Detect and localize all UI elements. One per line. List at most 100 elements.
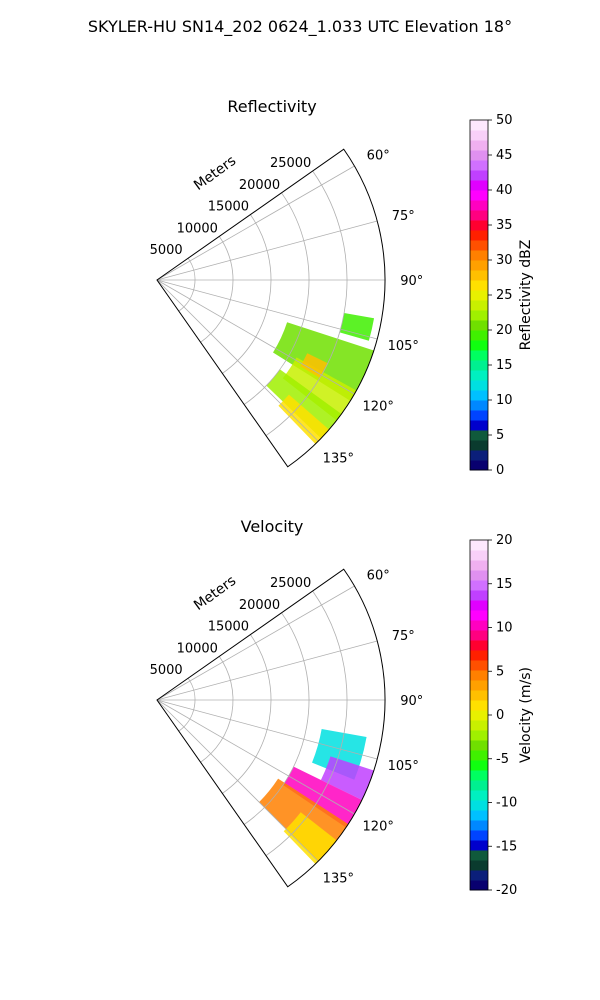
colorbar-swatch	[470, 440, 488, 451]
colorbar-tick-label: -20	[496, 883, 517, 898]
reflectivity-colorbar: 0 5 10 15 20 25 30 35 40 45 50	[469, 113, 513, 478]
range-tick-label: 5000	[150, 663, 183, 678]
colorbar-swatch	[470, 170, 488, 181]
colorbar-label: Reflectivity dBZ	[518, 240, 534, 351]
panel-title: Reflectivity	[227, 97, 316, 116]
colorbar-swatch	[470, 220, 488, 231]
colorbar-swatch	[470, 690, 488, 701]
colorbar-tick-label: -15	[496, 839, 517, 854]
colorbar-swatch	[470, 840, 488, 851]
colorbar-swatch	[470, 460, 488, 471]
colorbar-swatch	[470, 360, 488, 371]
colorbar-tick-label: 40	[496, 183, 513, 198]
velocity-panel: Velocity 5000 10000 15000 20000 25000 60° 75° 9…	[150, 517, 534, 898]
velocity-colorbar: -20 -15 -10 -5 0 5 10 15 20	[469, 533, 517, 898]
azimuth-spoke	[156, 699, 378, 760]
azimuth-tick-label: 135°	[323, 451, 354, 466]
range-tick-label: 15000	[208, 200, 249, 215]
azimuth-spoke	[156, 279, 319, 442]
colorbar-swatch	[470, 810, 488, 821]
colorbar-swatch	[470, 260, 488, 271]
range-ring	[222, 214, 272, 374]
colorbar-swatch	[470, 180, 488, 191]
azimuth-spoke	[156, 220, 378, 281]
colorbar-tick-label: 5	[496, 428, 504, 443]
colorbar-swatch	[470, 820, 488, 831]
colorbar-swatch	[470, 760, 488, 771]
colorbar-swatch	[470, 540, 488, 551]
colorbar-swatch	[470, 410, 488, 421]
azimuth-spoke	[156, 279, 355, 395]
colorbar-swatch	[470, 330, 488, 341]
range-tick-label: 15000	[208, 620, 249, 635]
colorbar-swatch	[470, 380, 488, 391]
colorbar-swatch	[470, 680, 488, 691]
colorbar-tick-label: 50	[496, 113, 513, 128]
range-tick-label: 25000	[270, 576, 311, 591]
colorbar-swatch	[470, 200, 488, 211]
colorbar-swatch	[470, 270, 488, 281]
colorbar-tick-label: 5	[496, 664, 504, 679]
colorbar-tick-label: 0	[496, 463, 504, 478]
colorbar-swatch	[470, 740, 488, 751]
colorbar-tick-label: -10	[496, 796, 517, 811]
panel-title: Velocity	[241, 517, 304, 536]
echo-region	[283, 766, 362, 828]
colorbar-tick-label: 20	[496, 533, 513, 548]
range-tick-label: 20000	[239, 598, 280, 613]
colorbar-swatch	[470, 600, 488, 611]
range-ring	[265, 590, 348, 856]
azimuth-tick-label: 90°	[400, 274, 423, 289]
range-ring	[265, 170, 348, 436]
colorbar-swatch	[470, 590, 488, 601]
range-ring	[243, 612, 310, 825]
azimuth-tick-label: 105°	[388, 339, 419, 354]
figure-title: SKYLER-HU SN14_202 0624_1.033 UTC Elevat…	[88, 17, 512, 37]
colorbar-swatch	[470, 880, 488, 891]
colorbar-swatch	[470, 280, 488, 291]
azimuth-spoke	[156, 699, 355, 815]
colorbar-swatch	[470, 400, 488, 411]
colorbar-swatch	[470, 610, 488, 621]
colorbar-tick-label: 10	[496, 621, 513, 636]
range-ring	[200, 236, 234, 343]
radial-axis-label: Meters	[191, 573, 239, 614]
colorbar-swatch	[470, 630, 488, 641]
colorbar-tick-label: 25	[496, 288, 513, 303]
colorbar-tick-label: 30	[496, 253, 513, 268]
sector-frame	[156, 148, 386, 468]
echo-layer	[266, 312, 375, 445]
azimuth-tick-label: 120°	[363, 819, 394, 834]
colorbar-swatch	[470, 140, 488, 151]
radial-axis-label: Meters	[191, 153, 239, 194]
colorbar-swatch	[470, 430, 488, 441]
colorbar-swatch	[470, 390, 488, 401]
colorbar-swatch	[470, 550, 488, 561]
colorbar-swatch	[470, 860, 488, 871]
azimuth-spoke	[156, 585, 355, 701]
colorbar-swatch	[470, 850, 488, 861]
range-tick-label: 10000	[177, 641, 218, 656]
colorbar-tick-label: 20	[496, 323, 513, 338]
colorbar-swatch	[470, 650, 488, 661]
colorbar-tick-label: 45	[496, 148, 513, 163]
echo-region	[282, 357, 357, 421]
echo-region	[339, 312, 375, 341]
colorbar-swatch	[470, 700, 488, 711]
colorbar-swatch	[470, 790, 488, 801]
colorbar-tick-label: 35	[496, 218, 513, 233]
colorbar-tick-label: 0	[496, 708, 504, 723]
colorbar-swatch	[470, 570, 488, 581]
polar-grid	[156, 568, 386, 888]
colorbar-label: Velocity (m/s)	[518, 667, 534, 763]
colorbar-swatch	[470, 420, 488, 431]
range-ring	[200, 656, 234, 763]
colorbar-swatch	[470, 300, 488, 311]
colorbar-swatch	[470, 350, 488, 361]
echo-layer	[259, 729, 374, 865]
colorbar-swatch	[470, 160, 488, 171]
colorbar-swatch	[470, 340, 488, 351]
colorbar-swatch	[470, 240, 488, 251]
azimuth-tick-label: 60°	[367, 569, 390, 584]
colorbar-swatch	[470, 780, 488, 791]
